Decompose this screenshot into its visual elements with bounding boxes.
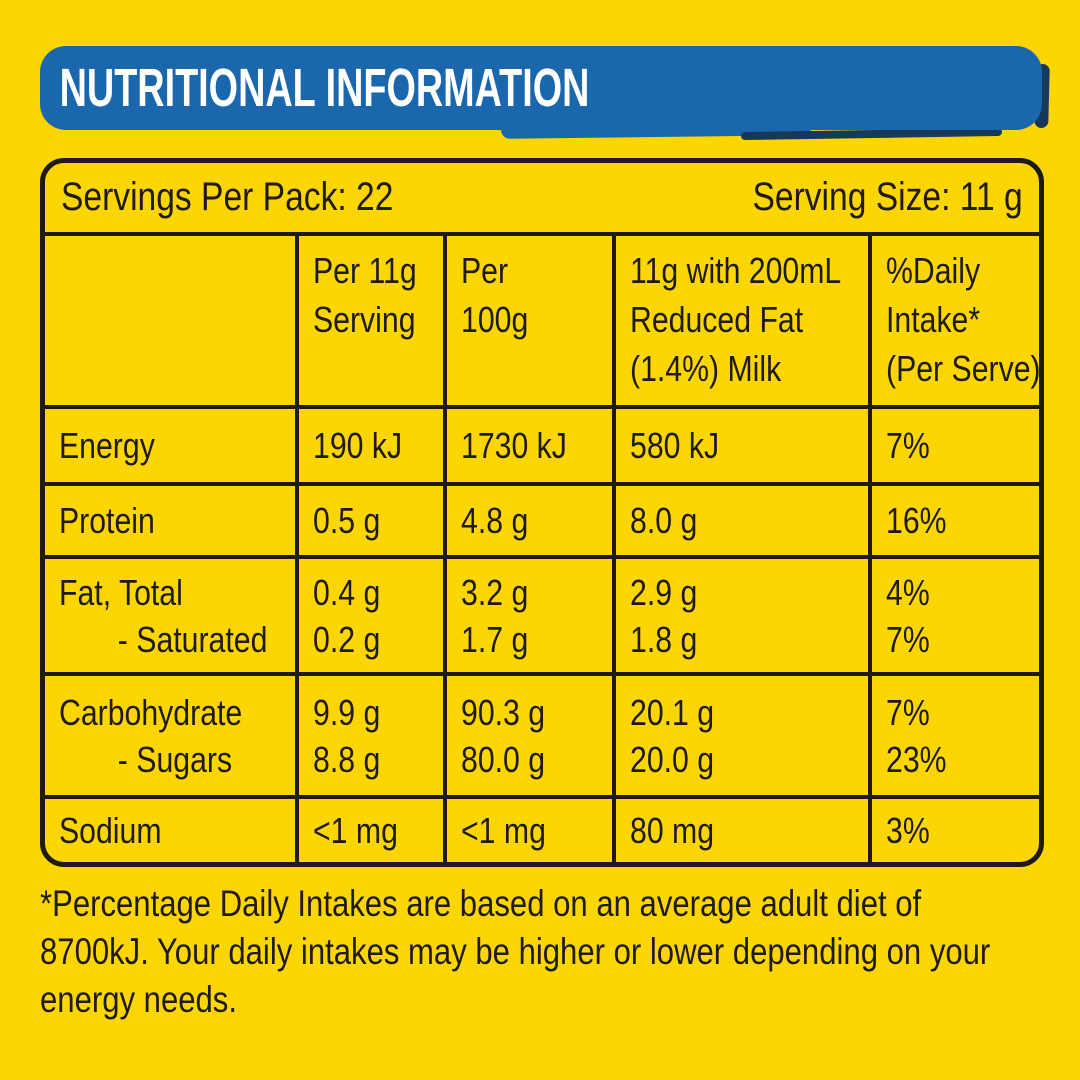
value-line: 1.7 g [461,618,529,660]
value-line: 8.0 g [630,500,698,541]
energy-label: Energy [45,409,295,482]
column-header-nutrient [45,236,295,405]
column-header-with-milk: 11g with 200mL Reduced Fat (1.4%) Milk [612,236,868,405]
label-line: Carbohydrate [59,691,243,733]
header-line: Per [461,250,509,291]
protein-label: Protein [45,486,295,555]
label-line: Sodium [59,810,162,851]
column-header-row: Per 11g Serving Per 100g 11g with 200mL … [45,236,1039,409]
summary-row: Servings Per Pack: 22 Serving Size: 11 g [45,163,1039,236]
value-line: 1730 kJ [461,425,567,466]
table-row-energy: Energy 190 kJ 1730 kJ 580 kJ 7% [45,409,1039,486]
value-line: 9.9 g [312,691,381,733]
sodium-per-serving-value: <1 mg [294,799,443,862]
value-line: 4% [886,571,930,613]
value-line: 4.8 g [461,500,529,541]
carbohydrate-label: Carbohydrate - Sugars [45,676,295,795]
value-line: 7% [886,618,930,660]
column-header-per-100g: Per 100g [443,236,612,405]
value-line: 16% [886,500,947,541]
table-row-protein: Protein 0.5 g 4.8 g 8.0 g 16% [45,486,1039,559]
carbohydrate-per-100g-value: 90.3 g 80.0 g [443,676,612,795]
value-line: 0.2 g [312,618,381,660]
column-header-daily-intake: %Daily Intake* (Per Serve) [868,236,1039,405]
label-line-sugars: - Sugars [117,738,233,780]
value-line: 0.4 g [312,571,381,613]
header-line: Intake* [886,299,981,340]
value-line: 90.3 g [461,691,546,733]
fat-with-milk-value: 2.9 g 1.8 g [612,559,868,672]
header-line: (1.4%) Milk [630,348,782,389]
header-line: Per 11g [312,250,417,291]
sodium-per-100g-value: <1 mg [443,799,612,862]
header-line: 11g with 200mL [630,250,842,291]
header-line: %Daily [886,250,981,291]
header-line: Serving [312,299,416,340]
fat-daily-intake-value: 4% 7% [868,559,1039,672]
banner-title: NUTRITIONAL INFORMATION [59,58,590,118]
sodium-with-milk-value: 80 mg [612,799,868,862]
value-line: 1.8 g [630,618,698,660]
value-line: <1 mg [312,810,398,851]
table-row-sodium: Sodium <1 mg <1 mg 80 mg 3% [45,799,1039,862]
value-line: 190 kJ [312,425,403,466]
value-line: 2.9 g [630,571,698,613]
carbohydrate-daily-intake-value: 7% 23% [868,676,1039,795]
table-row-carbohydrate: Carbohydrate - Sugars 9.9 g 8.8 g 90.3 g… [45,676,1039,799]
value-line: 7% [886,691,930,733]
value-line: 80 mg [630,810,715,851]
label-line: Fat, Total [59,571,183,613]
serving-size: Serving Size: 11 g [752,175,1023,219]
value-line: 80.0 g [461,738,546,780]
label-line: Protein [59,500,155,541]
sodium-daily-intake-value: 3% [868,799,1039,862]
value-line: 0.5 g [312,500,381,541]
header-line: (Per Serve) [886,348,1041,389]
energy-per-100g-value: 1730 kJ [443,409,612,482]
protein-per-serving-value: 0.5 g [294,486,443,555]
fat-per-100g-value: 3.2 g 1.7 g [443,559,612,672]
value-line: 3.2 g [461,571,529,613]
servings-per-pack: Servings Per Pack: 22 [61,175,394,219]
fat-per-serving-value: 0.4 g 0.2 g [294,559,443,672]
table-row-fat: Fat, Total - Saturated 0.4 g 0.2 g 3.2 g… [45,559,1039,676]
header-line: Reduced Fat [630,299,804,340]
banner-background [40,46,1042,130]
energy-per-serving-value: 190 kJ [294,409,443,482]
value-line: 23% [886,738,947,780]
energy-daily-intake-value: 7% [868,409,1039,482]
value-line: 20.0 g [630,738,715,780]
value-line: 20.1 g [630,691,715,733]
sodium-label: Sodium [45,799,295,862]
value-line: 7% [886,425,930,466]
carbohydrate-with-milk-value: 20.1 g 20.0 g [612,676,868,795]
value-line: 3% [886,810,930,851]
nutrition-table: Servings Per Pack: 22 Serving Size: 11 g… [40,158,1044,867]
energy-with-milk-value: 580 kJ [612,409,868,482]
fat-label: Fat, Total - Saturated [45,559,295,672]
value-line: <1 mg [461,810,546,851]
nutrition-banner: NUTRITIONAL INFORMATION [40,46,1050,141]
label-line: Energy [59,425,155,466]
protein-daily-intake-value: 16% [868,486,1039,555]
value-line: 8.8 g [312,738,381,780]
column-header-per-serving: Per 11g Serving [294,236,443,405]
value-line: 580 kJ [630,425,720,466]
carbohydrate-per-serving-value: 9.9 g 8.8 g [294,676,443,795]
daily-intake-footnote: *Percentage Daily Intakes are based on a… [40,883,991,1021]
protein-with-milk-value: 8.0 g [612,486,868,555]
label-line-saturated: - Saturated [117,618,268,660]
protein-per-100g-value: 4.8 g [443,486,612,555]
header-line: 100g [461,299,529,340]
